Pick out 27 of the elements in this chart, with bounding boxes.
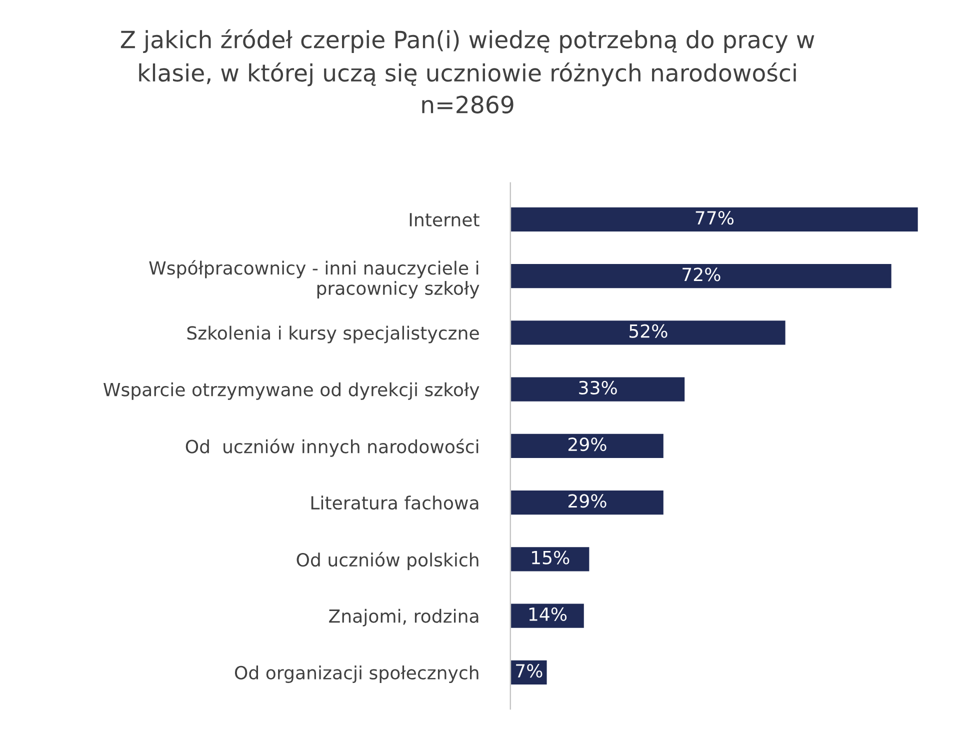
bar: [510, 376, 686, 403]
data-label: 29%: [568, 494, 606, 508]
data-label: 7%: [516, 664, 542, 678]
data-label: 52%: [630, 324, 668, 338]
y-tick-label: Internet: [410, 213, 480, 227]
y-tick-label: Od uczniów innych narodowości: [186, 438, 478, 457]
data-label: 29%: [568, 437, 606, 452]
data-label: 15%: [532, 550, 570, 564]
chart-title: Z jakich źródeł czerpie Pan(i) wiedzę potrzebną do pracy w klasie, w której uczą się uczniowie różnych narodowości n=2869: [120, 29, 814, 114]
y-tick-label: Literatura fachowa: [311, 496, 478, 510]
y-tick-label: Znajomi, rodzina: [329, 608, 478, 626]
y-tick-label: Współpracownicy - inni nauczyciele i pracownicy szkoły: [149, 260, 480, 298]
data-label: 14%: [529, 607, 567, 622]
bar: [510, 546, 591, 573]
y-tick-label: Od uczniów polskich: [296, 552, 478, 570]
y-tick-label: Wsparcie otrzymywane od dyrekcji szkoły: [103, 382, 480, 400]
bar: [510, 489, 665, 516]
data-label: 72%: [682, 268, 720, 282]
bar: [510, 206, 920, 233]
bar: [510, 432, 665, 460]
data-label: 33%: [579, 380, 617, 395]
bar: [510, 262, 893, 290]
data-label: 77%: [696, 210, 734, 225]
y-tick-label: Szkolenia i kursy specjalistyczne: [187, 326, 479, 344]
bar: [510, 319, 787, 346]
bar: [510, 602, 586, 630]
y-tick-label: Od organizacji społecznych: [234, 666, 478, 684]
